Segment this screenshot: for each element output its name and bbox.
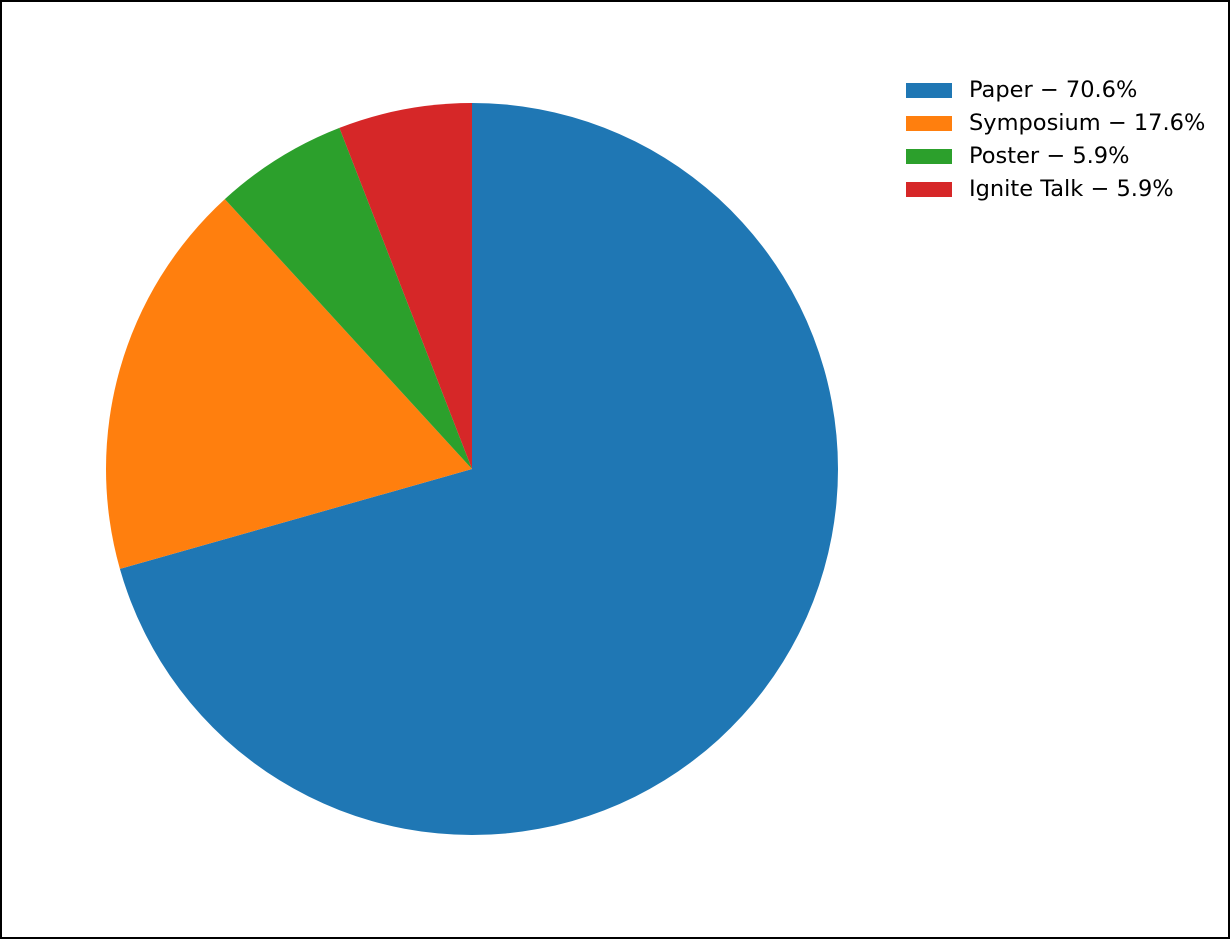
legend-item: Ignite Talk − 5.9%: [906, 173, 1205, 206]
legend-item-label: Ignite Talk − 5.9%: [969, 176, 1174, 203]
pie-slice-symposium: [106, 199, 473, 569]
legend-swatch: [906, 182, 952, 197]
legend-item-label: Symposium − 17.6%: [969, 110, 1206, 137]
legend-swatch: [906, 149, 952, 164]
legend-swatch: [906, 83, 952, 98]
legend-item: Paper − 70.6%: [906, 74, 1205, 107]
legend-swatch: [906, 116, 952, 131]
pie-slice-paper: [119, 103, 839, 836]
pie-slice-poster: [224, 127, 472, 470]
legend-item-label: Poster − 5.9%: [969, 143, 1130, 170]
legend-item: Poster − 5.9%: [906, 140, 1205, 173]
pie-slice-ignite-talk: [339, 103, 472, 469]
legend-item: Symposium − 17.6%: [906, 107, 1205, 140]
legend: Paper − 70.6% Symposium − 17.6% Poster − 5…: [906, 74, 1205, 206]
legend-item-label: Paper − 70.6%: [969, 77, 1138, 104]
